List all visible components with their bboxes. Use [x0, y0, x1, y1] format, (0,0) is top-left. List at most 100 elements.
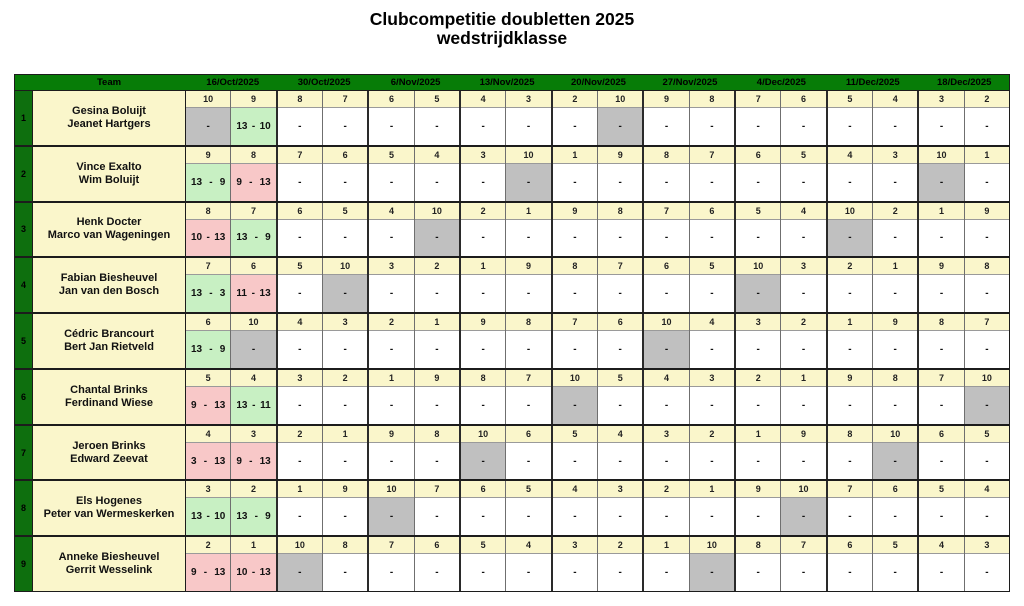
score-empty: -	[389, 344, 394, 356]
score-empty: -	[756, 455, 760, 467]
match-cell: 10 -	[597, 91, 643, 145]
score-cell: -	[323, 554, 368, 592]
score-cell: -	[736, 386, 781, 424]
score-away: 9	[265, 232, 271, 244]
score-cell: -	[644, 163, 689, 201]
score-cell: -	[323, 219, 368, 257]
score-empty: -	[573, 567, 577, 579]
opponent-number: 8	[552, 258, 598, 276]
score-empty: -	[573, 120, 577, 132]
opponent-number: 2	[461, 202, 506, 220]
score-cell: -	[414, 331, 460, 368]
date-group: 5-4-	[367, 146, 460, 201]
match-cell: 6-	[736, 146, 781, 201]
score-empty: -	[435, 176, 439, 188]
opponent-number: 9	[736, 481, 781, 499]
match-cell: 8-	[413, 425, 460, 480]
opponent-number: 1	[323, 425, 368, 443]
match-cell: 7-	[736, 91, 781, 145]
score-empty: -	[939, 399, 944, 411]
player-name: Gesina Boluijt	[72, 104, 146, 117]
score-cell: -	[781, 554, 826, 592]
score-empty: -	[526, 120, 531, 132]
score-empty: -	[618, 344, 622, 356]
opponent-number: 7	[644, 202, 689, 220]
score-empty: -	[618, 176, 622, 188]
score-cell: 9-13	[186, 554, 231, 592]
opponent-number: 8	[644, 146, 689, 164]
opponent-number: 4	[827, 146, 873, 164]
opponent-number: 1	[552, 146, 598, 164]
match-cell: 2-	[688, 425, 735, 480]
score-separator: -	[209, 288, 213, 300]
date-group: 8-10-	[825, 425, 918, 480]
opponent-number: 1	[369, 369, 414, 387]
match-cell: 6-	[644, 258, 689, 313]
match-cell: 6-	[413, 537, 460, 592]
score-empty: -	[481, 399, 485, 411]
score-cell: -	[277, 331, 323, 368]
score-cell: -	[689, 554, 735, 592]
score-empty: -	[573, 232, 577, 244]
score-away: 13	[214, 399, 226, 411]
score-cell: -	[689, 108, 735, 145]
opponent-number: 3	[369, 258, 414, 276]
score-home: 9	[191, 567, 197, 579]
opponent-number: 6	[231, 258, 276, 276]
match-cell: 8-	[872, 369, 918, 424]
match-cell: 6-	[277, 202, 323, 257]
score-home: 9	[191, 399, 197, 411]
opponent-number: 2	[644, 481, 689, 499]
score-cell: -	[461, 108, 506, 145]
opponent-number: 6	[461, 481, 506, 499]
score-cell: -	[369, 163, 414, 201]
score-cell: -	[919, 275, 964, 313]
score-cell: -	[644, 219, 689, 257]
score-cell: -	[323, 498, 368, 536]
player-name: Marco van Wageningen	[47, 229, 171, 242]
score-empty: -	[985, 567, 989, 579]
date-group: 9-8-	[642, 91, 735, 145]
opponent-number: 2	[736, 369, 781, 387]
score-empty: -	[893, 455, 897, 467]
opponent-number: 3	[736, 314, 781, 332]
score-cell: -	[552, 498, 598, 536]
score-empty: -	[389, 176, 394, 188]
opponent-number: 9	[552, 202, 598, 220]
date-group: 1-9-	[917, 202, 1010, 257]
score-empty: -	[435, 288, 439, 300]
team-number: 6	[15, 369, 32, 424]
score-cell: -	[919, 331, 964, 368]
score-empty: -	[389, 399, 394, 411]
table-body: 1 Gesina Boluijt Jeanet Hartgers 10-9 13-10 8…	[15, 91, 1010, 592]
score-cell: -	[689, 498, 735, 536]
match-cell: 6-	[461, 481, 506, 536]
score-empty: -	[710, 399, 714, 411]
team-number: 9	[15, 537, 32, 592]
opponent-number: 5	[552, 425, 598, 443]
date-group: 3-10-	[459, 146, 551, 201]
score-empty: -	[573, 455, 577, 467]
score-empty: -	[573, 288, 577, 300]
opponent-number: 6	[598, 314, 643, 332]
player-name: Chantal Brinks	[70, 383, 148, 396]
team-players: Jeroen Brinks Edward Zeevat	[32, 425, 186, 480]
opponent-number: 1	[414, 314, 460, 332]
date-group: 10-3-	[734, 258, 826, 313]
score-empty: -	[710, 511, 714, 523]
match-cell: 5-	[505, 481, 551, 536]
score-cell: -	[873, 442, 918, 480]
team-number: 5	[15, 314, 32, 368]
date-group: 8-7-	[917, 314, 1010, 368]
match-cell: 3-	[552, 537, 598, 592]
match-cell: 4-	[780, 202, 826, 257]
opponent-number: 3	[873, 146, 918, 164]
player-name: Els Hogenes	[75, 495, 143, 508]
date-headers: 16/Oct/2025 30/Oct/2025 6/Nov/2025 13/Nov/2…	[186, 75, 1009, 90]
match-cell: 4-	[369, 202, 414, 257]
score-cell: -	[644, 442, 689, 480]
match-cell: 5-	[369, 146, 414, 201]
match-cell: 7-	[963, 314, 1010, 368]
opponent-number: 5	[369, 146, 414, 164]
match-cell: 5 9-13	[186, 369, 231, 424]
